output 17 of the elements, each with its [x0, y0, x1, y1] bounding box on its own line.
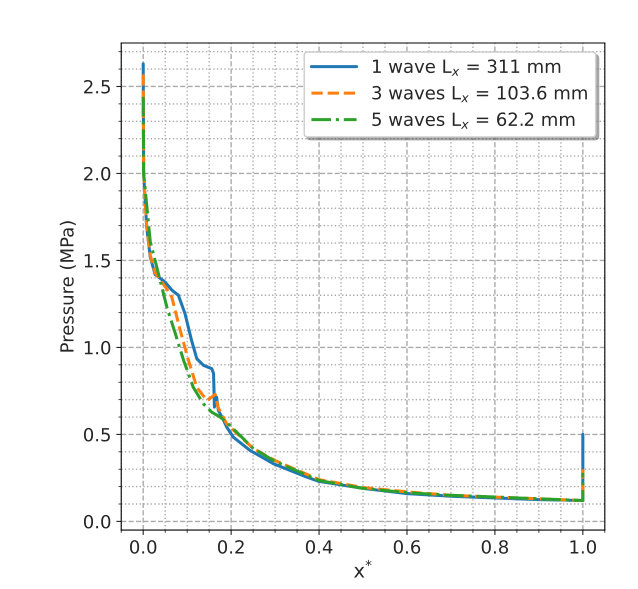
x-tick-label: 0.2 — [218, 540, 244, 554]
x-axis-title: x$^{*}$ — [354, 560, 372, 578]
y-tick-label: 0.5 — [84, 428, 110, 442]
y-tick-label: 2.5 — [84, 80, 110, 94]
x-tick-label: 0.8 — [482, 540, 508, 554]
y-tick-label: 1.5 — [84, 254, 110, 268]
x-tick-label: 1.0 — [570, 540, 596, 554]
y-tick-label: 1.0 — [84, 340, 110, 355]
legend-label: 3 waves L$_{x}$ = 103.6 mm — [372, 86, 587, 102]
y-axis-title: Pressure (MPa) — [60, 221, 76, 352]
x-tick-label: 0.6 — [394, 540, 420, 554]
y-tick-label: 2.0 — [84, 166, 110, 181]
legend-label: 1 wave L$_{x}$ = 311 mm — [372, 59, 560, 76]
y-tick-label: 0.0 — [84, 514, 110, 529]
x-tick-label: 0.4 — [306, 540, 332, 554]
x-tick-label: 0.0 — [130, 540, 156, 554]
legend-label: 5 waves L$_{x}$ = 62.2 mm — [372, 112, 574, 129]
